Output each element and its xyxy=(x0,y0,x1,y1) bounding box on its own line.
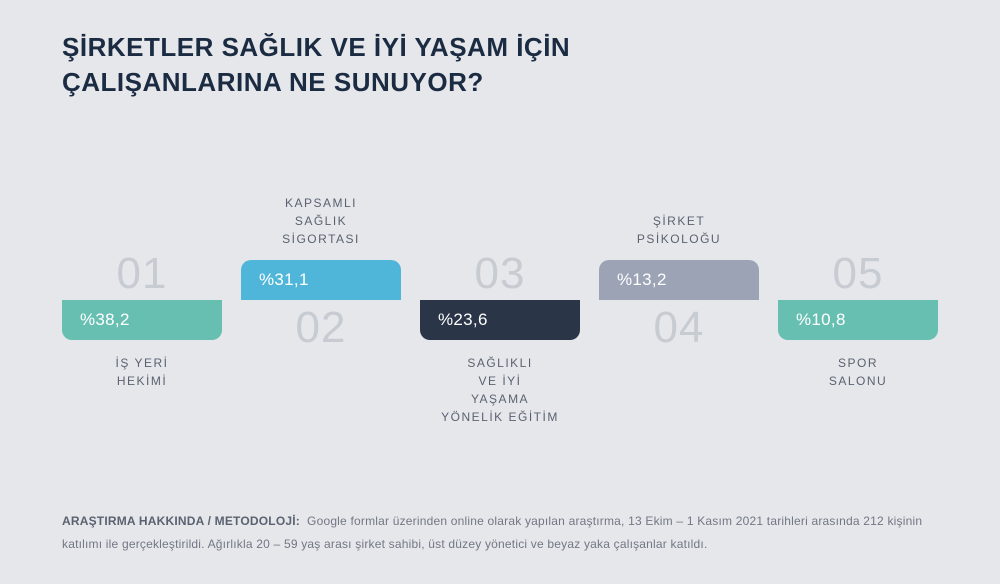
value-bar: %31,1 xyxy=(241,260,401,300)
item-label: İŞ YERİHEKİMİ xyxy=(62,354,222,390)
value-bar: %23,6 xyxy=(420,300,580,340)
item-label: SPORSALONU xyxy=(778,354,938,390)
rank-number: 02 xyxy=(241,306,401,350)
infographic-chart: 01 %38,2 İŞ YERİHEKİMİ 02 %31,1 KAPSAMLISAĞLI… xyxy=(62,170,938,440)
value-text: %31,1 xyxy=(259,270,309,290)
methodology-note: ARAŞTIRMA HAKKINDA / METODOLOJİ: Google … xyxy=(62,510,938,556)
value-text: %38,2 xyxy=(80,310,130,330)
item-label: SAĞLIKLIVE İYİYAŞAMAYÖNELİK EĞİTİM xyxy=(420,354,580,426)
value-bar: %10,8 xyxy=(778,300,938,340)
rank-number: 05 xyxy=(778,252,938,296)
page-title: ŞİRKETLER SAĞLIK VE İYİ YAŞAM İÇİN ÇALIŞ… xyxy=(62,30,570,100)
title-line-1: ŞİRKETLER SAĞLIK VE İYİ YAŞAM İÇİN xyxy=(62,32,570,62)
item-label: KAPSAMLISAĞLIKSİGORTASI xyxy=(241,194,401,248)
chart-item: 03 %23,6 SAĞLIKLIVE İYİYAŞAMAYÖNELİK EĞİTİ… xyxy=(420,170,580,440)
chart-item: 01 %38,2 İŞ YERİHEKİMİ xyxy=(62,170,222,440)
rank-number: 01 xyxy=(62,252,222,296)
rank-number: 03 xyxy=(420,252,580,296)
chart-item: 05 %10,8 SPORSALONU xyxy=(778,170,938,440)
value-text: %10,8 xyxy=(796,310,846,330)
chart-item: 04 %13,2 ŞİRKETPSİKOLOĞU xyxy=(599,170,759,440)
methodology-title: ARAŞTIRMA HAKKINDA / METODOLOJİ: xyxy=(62,514,300,528)
title-line-2: ÇALIŞANLARINA NE SUNUYOR? xyxy=(62,67,484,97)
value-text: %23,6 xyxy=(438,310,488,330)
value-bar: %38,2 xyxy=(62,300,222,340)
chart-item: 02 %31,1 KAPSAMLISAĞLIKSİGORTASI xyxy=(241,170,401,440)
value-bar: %13,2 xyxy=(599,260,759,300)
item-label: ŞİRKETPSİKOLOĞU xyxy=(599,212,759,248)
value-text: %13,2 xyxy=(617,270,667,290)
rank-number: 04 xyxy=(599,306,759,350)
